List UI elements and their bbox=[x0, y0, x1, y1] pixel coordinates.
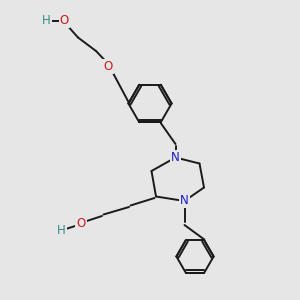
Text: O: O bbox=[103, 60, 112, 73]
Text: O: O bbox=[60, 14, 69, 28]
Text: H: H bbox=[42, 14, 51, 28]
Text: H: H bbox=[57, 224, 66, 238]
Text: O: O bbox=[76, 217, 85, 230]
Text: N: N bbox=[171, 151, 180, 164]
Text: N: N bbox=[180, 194, 189, 208]
